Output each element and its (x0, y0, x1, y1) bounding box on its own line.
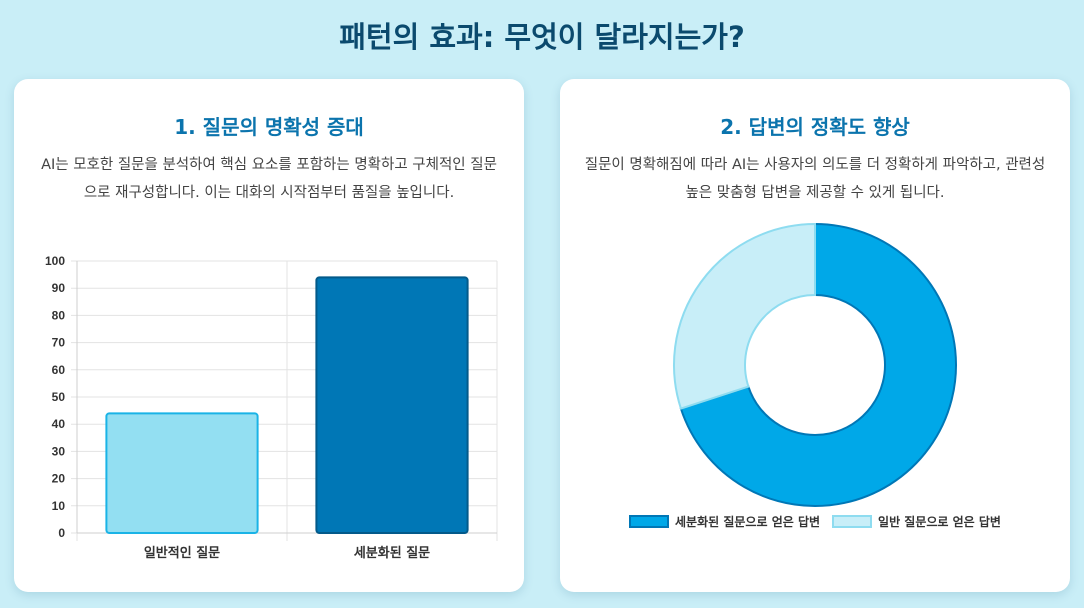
donut-chart (673, 222, 957, 507)
y-tick-label: 60 (52, 363, 66, 377)
donut-slice-1 (679, 222, 957, 507)
y-tick-label: 80 (52, 308, 66, 322)
bar-1 (105, 412, 259, 535)
legend-swatch-refined (629, 515, 670, 528)
page-title: 패턴의 효과: 무엇이 달라지는가? (339, 20, 745, 54)
clarity-card: 1. 질문의 명확성 증대 AI는 모호한 질문을 분석하여 핵심 요소를 포함… (14, 79, 524, 592)
y-tick-label: 40 (52, 417, 66, 431)
donut-legend: 세분화된 질문으로 얻은 답변 일반 질문으로 얻은 답변 (560, 513, 1070, 530)
legend-item-general[interactable]: 일반 질문으로 얻은 답변 (832, 513, 1001, 530)
clarity-card-title: 1. 질문의 명확성 증대 (174, 115, 364, 139)
legend-label-refined: 세분화된 질문으로 얻은 답변 (675, 515, 821, 529)
legend-swatch-general (832, 515, 873, 528)
y-tick-label: 90 (52, 281, 66, 295)
bar-2 (315, 276, 469, 534)
bar-chart: 0 10 20 30 40 50 60 70 80 90 100 일반적인 질문 세분화된 질문 (45, 254, 498, 561)
legend-item-refined[interactable]: 세분화된 질문으로 얻은 답변 (629, 513, 820, 530)
y-tick-label: 0 (58, 526, 65, 540)
donut-slice-2 (673, 222, 816, 410)
accuracy-card-description: 질문이 명확해짐에 따라 AI는 사용자의 의도를 더 정확하게 파악하고, 관… (584, 157, 1046, 201)
x-tick-label: 일반적인 질문 (144, 545, 220, 561)
y-tick-label: 70 (52, 336, 66, 350)
legend-label-general: 일반 질문으로 얻은 답변 (878, 515, 1001, 529)
y-tick-label: 10 (52, 499, 66, 513)
y-tick-label: 30 (52, 444, 66, 458)
clarity-card-description: AI는 모호한 질문을 분석하여 핵심 요소를 포함하는 명확하고 구체적인 질… (41, 157, 497, 201)
y-tick-label: 50 (52, 390, 66, 404)
x-tick-label: 세분화된 질문 (354, 545, 430, 561)
y-tick-label: 100 (45, 254, 65, 268)
y-tick-label: 20 (52, 472, 66, 486)
accuracy-card: 2. 답변의 정확도 향상 질문이 명확해짐에 따라 AI는 사용자의 의도를 … (560, 79, 1070, 592)
accuracy-card-title: 2. 답변의 정확도 향상 (720, 115, 910, 139)
